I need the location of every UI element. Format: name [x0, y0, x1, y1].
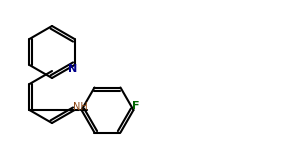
Text: NH: NH — [73, 102, 88, 112]
Text: N: N — [68, 64, 77, 74]
Text: F: F — [132, 101, 139, 111]
